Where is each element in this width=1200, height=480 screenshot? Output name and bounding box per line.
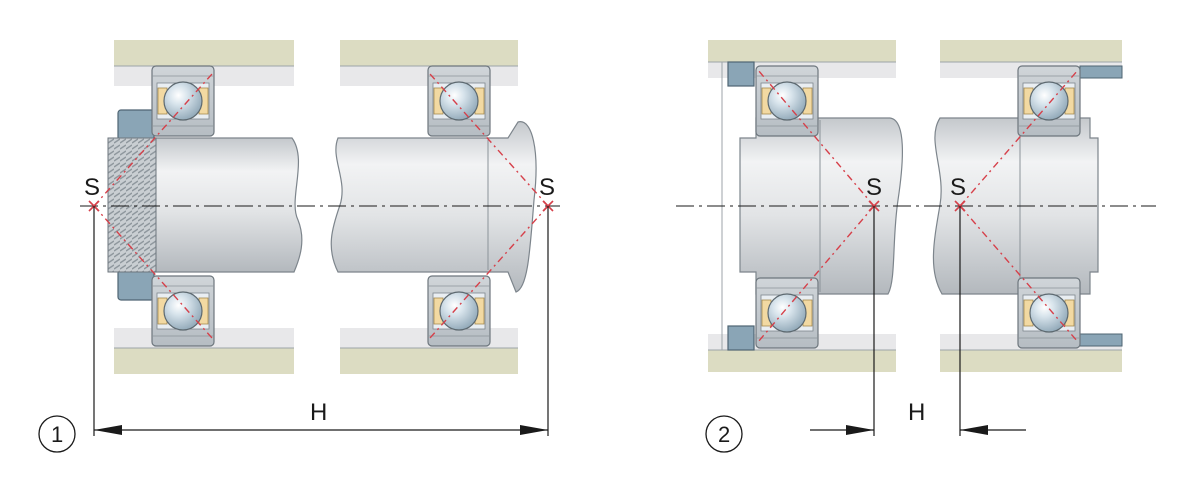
cover-left-top-2 — [727, 61, 755, 87]
bearing-2a-bottom — [755, 277, 819, 349]
dimension-h-1 — [93, 206, 549, 436]
housing-left-2 — [708, 40, 896, 372]
bearing-1a-top — [151, 65, 215, 137]
pressure-center-label-1a: S — [84, 174, 100, 201]
cover-left-bottom-2 — [727, 325, 755, 351]
arrangement-number-circle-1 — [38, 415, 76, 453]
bearing-2a-top — [755, 65, 819, 137]
spacer-right-bottom-2 — [1079, 333, 1123, 347]
contact-lines-1 — [93, 73, 549, 339]
lock-nut-1 — [107, 109, 157, 301]
arrangement-1: S S H 1 — [38, 40, 560, 453]
shaft-left-1 — [149, 137, 303, 273]
distance-label-2: H — [908, 399, 925, 426]
shaft-right-2 — [932, 117, 1099, 295]
bearing-1b-bottom — [427, 275, 491, 347]
bearing-2b-top — [1017, 65, 1081, 137]
bearing-1a-bottom — [151, 275, 215, 347]
arrangement-2: S S H 2 — [676, 40, 1156, 453]
dimension-h-2 — [810, 206, 1026, 436]
distance-label-1: H — [310, 399, 327, 426]
spacer-right-top-2 — [1079, 65, 1123, 79]
bearing-1b-top — [427, 65, 491, 137]
pressure-center-label-1b: S — [539, 174, 555, 201]
pressure-center-label-2b: S — [950, 174, 966, 201]
contact-lines-2 — [757, 69, 1079, 343]
arrangement-number-circle-2 — [705, 415, 743, 453]
bearing-2b-bottom — [1017, 277, 1081, 349]
arrangement-number-1: 1 — [51, 422, 63, 447]
pressure-center-label-2a: S — [866, 174, 882, 201]
arrangement-number-2: 2 — [718, 422, 730, 447]
shaft-left-2 — [739, 117, 903, 295]
shaft-right-1 — [330, 121, 537, 293]
